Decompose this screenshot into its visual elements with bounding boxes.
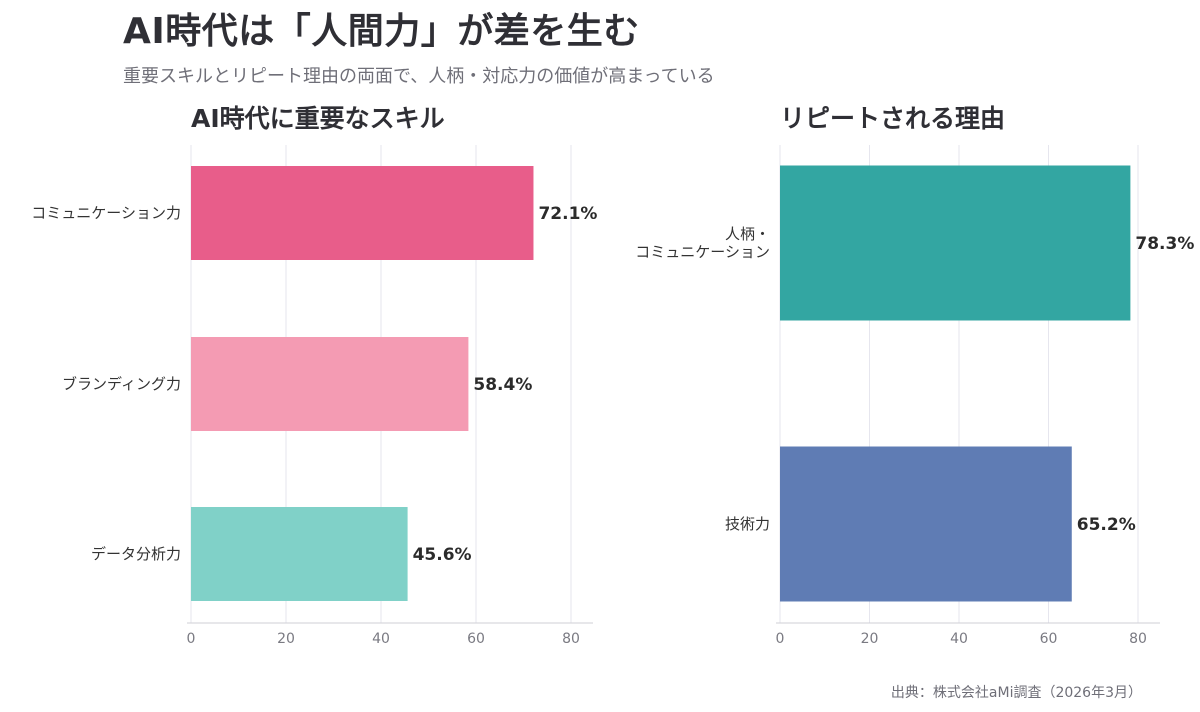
reasons-x-tick-label: 60	[1040, 631, 1058, 647]
skills-category-label: コミュニケーション力	[31, 204, 181, 222]
reasons-value-label: 65.2%	[1077, 515, 1136, 535]
reasons-category-label: 人柄・コミュニケーション	[635, 225, 770, 261]
skills-x-tick-label: 60	[467, 631, 485, 647]
skills-value-label: 45.6%	[413, 545, 472, 565]
page-title: AI時代は「人間力」が差を生む	[123, 11, 640, 52]
reasons-x-tick-label: 20	[861, 631, 879, 647]
page-subtitle: 重要スキルとリピート理由の両面で、人柄・対応力の価値が高まっている	[123, 66, 715, 87]
skills-value-label: 72.1%	[538, 204, 597, 224]
skills-x-tick-label: 0	[187, 631, 196, 647]
reasons-x-tick-label: 0	[776, 631, 785, 647]
reasons-x-tick-label: 80	[1129, 631, 1147, 647]
source-note: 出典：株式会社aMi調査（2026年3月）	[890, 685, 1142, 701]
reasons-category-label: 技術力	[725, 515, 770, 533]
reasons-bar	[780, 446, 1072, 602]
skills-x-tick-label: 20	[277, 631, 295, 647]
skills-bar	[191, 166, 534, 260]
skills-chart-title: AI時代に重要なスキル	[191, 104, 445, 133]
reasons-x-tick-label: 40	[950, 631, 968, 647]
skills-value-label: 58.4%	[473, 375, 532, 395]
skills-bar	[191, 507, 408, 601]
skills-x-tick-label: 40	[372, 631, 390, 647]
reasons-bar	[780, 165, 1131, 321]
skills-category-label: データ分析力	[91, 545, 181, 563]
skills-x-tick-label: 80	[562, 631, 580, 647]
skills-bar	[191, 337, 469, 431]
reasons-value-label: 78.3%	[1135, 234, 1194, 254]
reasons-chart-title: リピートされる理由	[780, 104, 1005, 133]
skills-category-label: ブランディング力	[62, 375, 181, 393]
